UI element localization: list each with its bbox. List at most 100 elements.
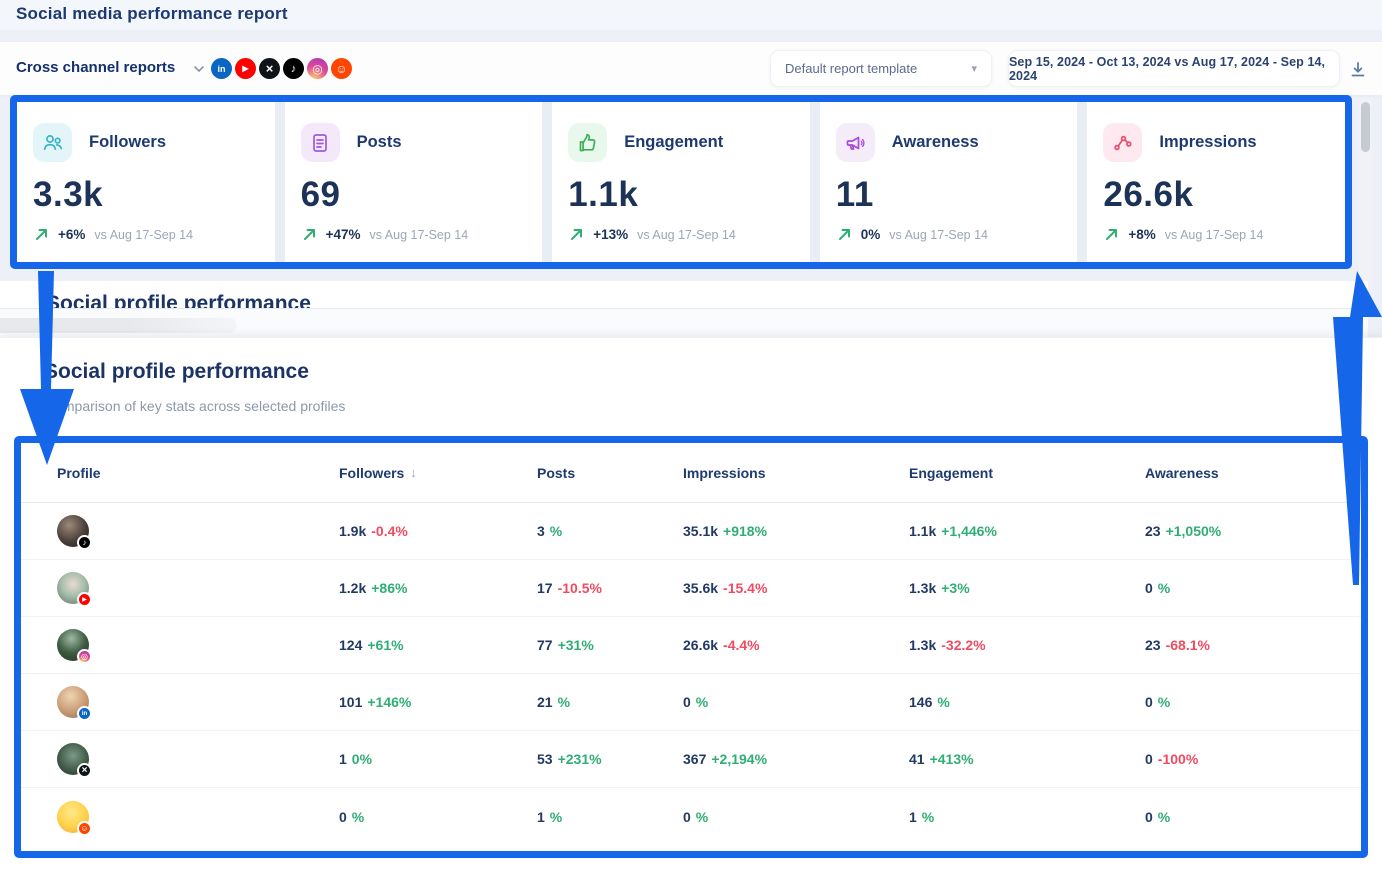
metric-delta: % <box>549 808 563 825</box>
trend-up-icon <box>569 227 584 242</box>
followers-cell: 124 +61% <box>339 637 537 653</box>
linkedin-icon[interactable] <box>211 58 232 79</box>
table-row[interactable]: 101+146% 21% 0% 146% 0% <box>21 674 1361 731</box>
table-row[interactable]: 1.9k-0.4% 3% 35.1k+918% 1.1k+1,446% 23+1… <box>21 503 1361 560</box>
impressions-cell: 367 +2,194% <box>683 751 909 767</box>
kpi-delta-pct: +8% <box>1128 227 1156 242</box>
trend-up-icon <box>837 227 852 242</box>
column-header-followers[interactable]: Followers ↓ <box>339 465 537 481</box>
metric-delta: % <box>557 694 571 710</box>
metric-delta: +2,194% <box>711 751 768 767</box>
document-icon <box>300 123 340 162</box>
metric-value: 23 <box>1145 523 1161 539</box>
metric-value: 1 <box>537 808 545 825</box>
page-title: Social media performance report <box>16 4 288 23</box>
app-titlebar: Social media performance report <box>0 0 1382 30</box>
profile-avatar[interactable] <box>57 743 92 778</box>
x-icon[interactable] <box>259 58 280 79</box>
kpi-label: Engagement <box>624 133 724 151</box>
x-badge-icon <box>77 763 92 778</box>
column-header-engagement[interactable]: Engagement <box>909 464 994 481</box>
reddit-icon[interactable] <box>331 58 352 79</box>
kpi-card-impressions[interactable]: Impressions 26.6k +8% vs Aug 17-Sep 14 <box>1087 102 1345 262</box>
metric-delta: % <box>549 523 563 539</box>
kpi-value: 3.3k <box>33 175 104 214</box>
kpi-label: Followers <box>89 133 167 151</box>
metric-delta: -10.5% <box>557 580 602 596</box>
metric-value: 1 <box>339 751 347 767</box>
download-icon[interactable] <box>1348 60 1368 80</box>
metric-delta: +1,050% <box>1165 523 1222 539</box>
metric-delta: -32.2% <box>941 637 986 653</box>
column-header-posts[interactable]: Posts <box>537 464 576 481</box>
report-template-select[interactable]: Default report template ▾ <box>770 50 992 87</box>
profile-avatar[interactable] <box>57 629 92 664</box>
table-row[interactable]: 124+61% 77+31% 26.6k-4.4% 1.3k-32.2% 23-… <box>21 617 1361 674</box>
section-subtitle: Comparison of key stats across selected … <box>45 398 346 414</box>
profile-avatar[interactable] <box>57 800 92 836</box>
kpi-card-followers[interactable]: Followers 3.3k +6% vs Aug 17-Sep 14 <box>17 102 275 262</box>
profile-avatar[interactable] <box>57 686 92 721</box>
kpi-card-engagement[interactable]: Engagement 1.1k +13% vs Aug 17-Sep 14 <box>552 102 810 262</box>
table-row[interactable]: 10% 53+231% 367+2,194% 41+413% 0-100% <box>21 731 1361 788</box>
background-section-title-clipped: Social profile performance <box>46 292 311 308</box>
metric-value: 0 <box>683 694 691 710</box>
metric-value: 1.3k <box>909 580 937 596</box>
youtube-badge-icon <box>77 592 92 607</box>
metric-value: 367 <box>683 751 707 767</box>
engagement-cell: 1.1k +1,446% <box>909 523 1145 539</box>
metric-delta: -0.4% <box>371 523 408 539</box>
kpi-compare-period: vs Aug 17-Sep 14 <box>637 227 736 242</box>
tiktok-icon[interactable] <box>283 58 304 79</box>
scrollbar-thumb[interactable] <box>1361 102 1370 152</box>
engagement-cell: 1.3k -32.2% <box>909 637 1145 653</box>
metric-value: 0 <box>1145 751 1153 767</box>
kpi-card-posts[interactable]: Posts 69 +47% vs Aug 17-Sep 14 <box>284 102 543 262</box>
users-icon <box>33 123 72 162</box>
background-section-strip: Social profile performance <box>0 281 1368 308</box>
posts-cell: 21% <box>537 694 683 710</box>
profile-avatar[interactable] <box>57 515 92 550</box>
date-range-picker[interactable]: Sep 15, 2024 - Oct 13, 2024 vs Aug 17, 2… <box>1008 50 1340 87</box>
table-row[interactable]: 1.2k+86% 17-10.5% 35.6k-15.4% 1.3k+3% 0% <box>21 560 1361 617</box>
metric-delta: % <box>351 808 365 825</box>
column-header-profile[interactable]: Profile <box>57 464 101 481</box>
column-header-awareness[interactable]: Awareness <box>1145 464 1219 481</box>
kpi-value: 11 <box>835 175 874 214</box>
kpi-label: Impressions <box>1159 133 1257 151</box>
date-range-value: Sep 15, 2024 - Oct 13, 2024 vs Aug 17, 2… <box>1009 54 1326 83</box>
report-toolbar: Cross channel reports Default report tem… <box>0 42 1382 95</box>
instagram-icon[interactable] <box>307 58 328 79</box>
column-header-impressions[interactable]: Impressions <box>683 464 766 481</box>
instagram-badge-icon <box>77 649 92 664</box>
youtube-icon[interactable] <box>235 58 256 79</box>
metric-value: 77 <box>537 637 553 653</box>
table-header-row: Profile Followers ↓ Posts Impressions En… <box>21 443 1361 503</box>
kpi-card-awareness[interactable]: Awareness 11 0% vs Aug 17-Sep 14 <box>819 102 1078 262</box>
metric-delta: +146% <box>367 694 412 710</box>
kpi-value: 69 <box>300 175 341 214</box>
scrollbar-track[interactable] <box>1359 97 1372 297</box>
engagement-cell: 146% <box>909 694 1145 710</box>
followers-cell: 1.9k -0.4% <box>339 523 537 539</box>
metric-delta: % <box>937 694 950 710</box>
metric-delta: % <box>1157 694 1171 710</box>
metric-delta: -100% <box>1157 751 1199 767</box>
metric-delta: +61% <box>367 637 404 653</box>
impressions-cell: 0% <box>683 809 909 825</box>
kpi-delta-pct: 0% <box>860 227 881 242</box>
trend-up-icon <box>34 227 49 242</box>
profile-avatar[interactable] <box>57 572 92 607</box>
metric-value: 53 <box>537 751 553 767</box>
metric-value: 17 <box>537 580 553 596</box>
metric-value: 0 <box>1145 580 1153 596</box>
engagement-cell: 1.3k +3% <box>909 580 1145 596</box>
kpi-value: 1.1k <box>568 175 639 214</box>
metric-value: 101 <box>339 694 363 710</box>
social-profile-performance-panel: Social profile performance Comparison of… <box>0 337 1382 869</box>
table-row[interactable]: 0% 1% 0% 1% 0% <box>21 788 1361 845</box>
cross-channel-reports-dropdown[interactable]: Cross channel reports <box>16 59 176 76</box>
kpi-value: 26.6k <box>1103 175 1194 214</box>
metric-delta: % <box>921 808 935 825</box>
chevron-down-icon[interactable] <box>192 62 206 76</box>
